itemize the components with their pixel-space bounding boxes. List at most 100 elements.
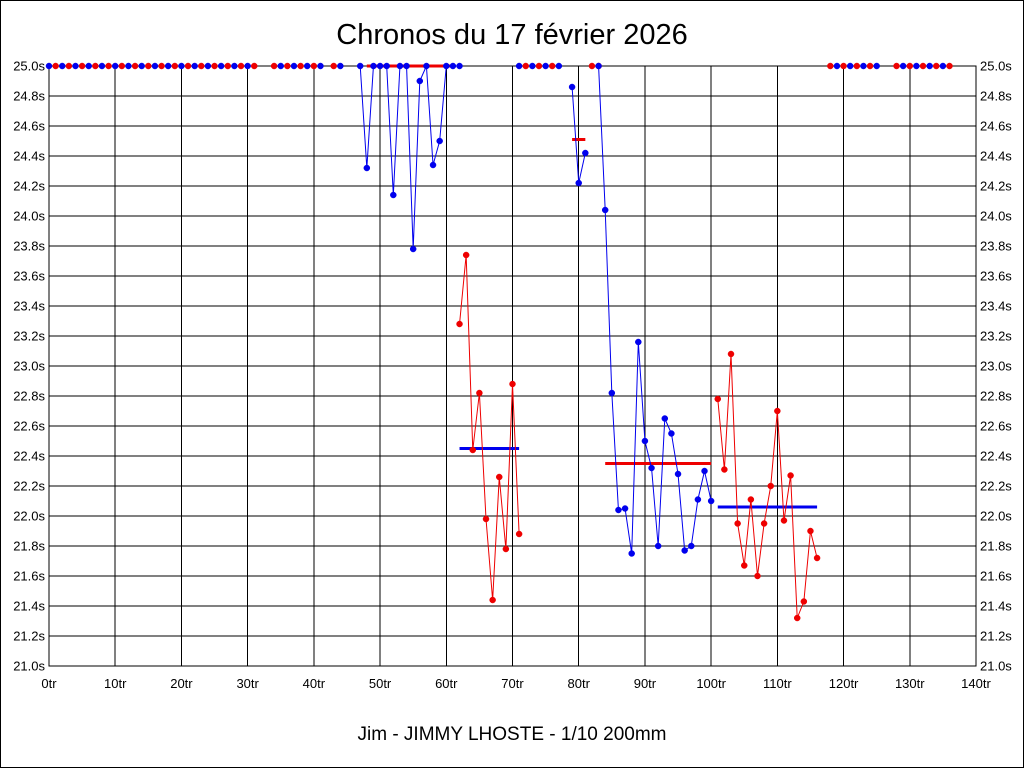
- series: [595, 62, 715, 557]
- plot-border: [48, 65, 977, 667]
- y-tick-label-left: 24.8s: [13, 89, 45, 104]
- series: [568, 83, 589, 187]
- data-point: [654, 542, 662, 550]
- data-point: [707, 497, 715, 505]
- data-point: [237, 62, 245, 70]
- data-point: [310, 62, 318, 70]
- data-point: [582, 149, 589, 157]
- data-point: [681, 547, 688, 554]
- data-point: [72, 62, 79, 70]
- data-point: [244, 62, 251, 70]
- data-point: [899, 62, 907, 70]
- data-point: [118, 62, 126, 70]
- data-point: [449, 62, 457, 70]
- plot-area-border: [48, 65, 977, 667]
- data-point: [502, 545, 510, 553]
- y-tick-label-left: 21.6s: [13, 569, 45, 584]
- data-point: [787, 472, 794, 479]
- data-point: [946, 62, 953, 70]
- data-point: [92, 62, 99, 70]
- y-tick-label-right: 23.4s: [980, 299, 1012, 314]
- y-tick-label-right: 24.2s: [980, 179, 1012, 194]
- data-point: [747, 496, 755, 503]
- data-point: [356, 62, 364, 70]
- y-tick-label-left: 24.2s: [13, 179, 45, 194]
- data-point: [111, 62, 119, 70]
- y-tick-label-right: 22.6s: [980, 419, 1012, 434]
- data-point: [496, 473, 503, 481]
- y-tick-label-left: 24.0s: [13, 209, 45, 224]
- data-point: [800, 598, 808, 605]
- data-point: [131, 62, 139, 70]
- data-point: [403, 62, 410, 70]
- data-point: [423, 62, 430, 70]
- data-point: [906, 62, 914, 70]
- series: [456, 251, 523, 604]
- y-tick-label-left: 25.0s: [13, 59, 45, 74]
- y-tick-label-left: 21.0s: [13, 659, 45, 674]
- data-point: [529, 62, 536, 70]
- data-point: [568, 83, 576, 91]
- data-point: [290, 62, 298, 70]
- data-point: [840, 62, 847, 70]
- y-tick-label-left: 24.6s: [13, 119, 45, 134]
- data-point: [601, 206, 609, 214]
- data-point: [198, 62, 205, 70]
- average-lines: [366, 64, 818, 509]
- data-point: [721, 466, 728, 473]
- series-line: [359, 65, 460, 250]
- data-point: [396, 62, 404, 70]
- data-point: [65, 62, 73, 70]
- data-point: [370, 62, 377, 70]
- data-point: [807, 527, 814, 535]
- data-point: [913, 62, 920, 70]
- y-tick-label-right: 24.0s: [980, 209, 1012, 224]
- y-tick-label-right: 24.6s: [980, 119, 1012, 134]
- data-point: [151, 62, 159, 70]
- data-point: [125, 62, 132, 70]
- data-point: [390, 191, 397, 199]
- y-tick-label-right: 23.2s: [980, 329, 1012, 344]
- data-point: [211, 62, 218, 70]
- data-point: [231, 62, 238, 70]
- data-point: [648, 464, 655, 472]
- data-point: [615, 506, 622, 514]
- y-tick-label-left: 23.4s: [13, 299, 45, 314]
- data-point: [443, 62, 450, 70]
- y-tick-label-left: 22.4s: [13, 449, 45, 464]
- data-point: [833, 62, 841, 70]
- data-point: [409, 245, 417, 253]
- data-point: [98, 62, 106, 70]
- series: [356, 62, 463, 253]
- y-tick-label-right: 25.0s: [980, 59, 1012, 74]
- data-point: [727, 350, 735, 358]
- data-point: [330, 62, 337, 70]
- y-tick-label-left: 23.0s: [13, 359, 45, 374]
- data-point: [555, 62, 563, 70]
- data-point: [926, 62, 933, 70]
- y-tick-label-left: 21.2s: [13, 629, 45, 644]
- data-point: [462, 251, 470, 259]
- data-point: [251, 62, 258, 70]
- series: [827, 62, 953, 70]
- y-tick-label-left: 22.6s: [13, 419, 45, 434]
- data-point: [827, 62, 834, 70]
- y-axis-left: 21.0s 21.2s 21.4s 21.6s 21.8s 22.0s 22.2s 22.4s…: [13, 59, 45, 674]
- x-tick-label: 130tr: [895, 676, 925, 691]
- data-point: [595, 62, 602, 70]
- y-tick-label-left: 23.6s: [13, 269, 45, 284]
- data-point: [933, 62, 940, 70]
- x-axis: 0tr 10tr 20tr 30tr 40tr 50tr 60tr 70tr 80tr 90tr 1…: [41, 676, 991, 691]
- x-tick-label: 80tr: [568, 676, 591, 691]
- data-point: [734, 520, 741, 527]
- y-tick-label-left: 24.4s: [13, 149, 45, 164]
- data-point: [688, 542, 695, 550]
- data-point: [621, 505, 629, 512]
- data-point: [754, 572, 761, 580]
- data-point: [873, 62, 880, 70]
- data-point: [701, 467, 708, 475]
- data-point: [277, 62, 284, 70]
- y-tick-label-right: 21.4s: [980, 599, 1012, 614]
- x-tick-label: 110tr: [763, 676, 792, 691]
- data-point: [303, 62, 311, 70]
